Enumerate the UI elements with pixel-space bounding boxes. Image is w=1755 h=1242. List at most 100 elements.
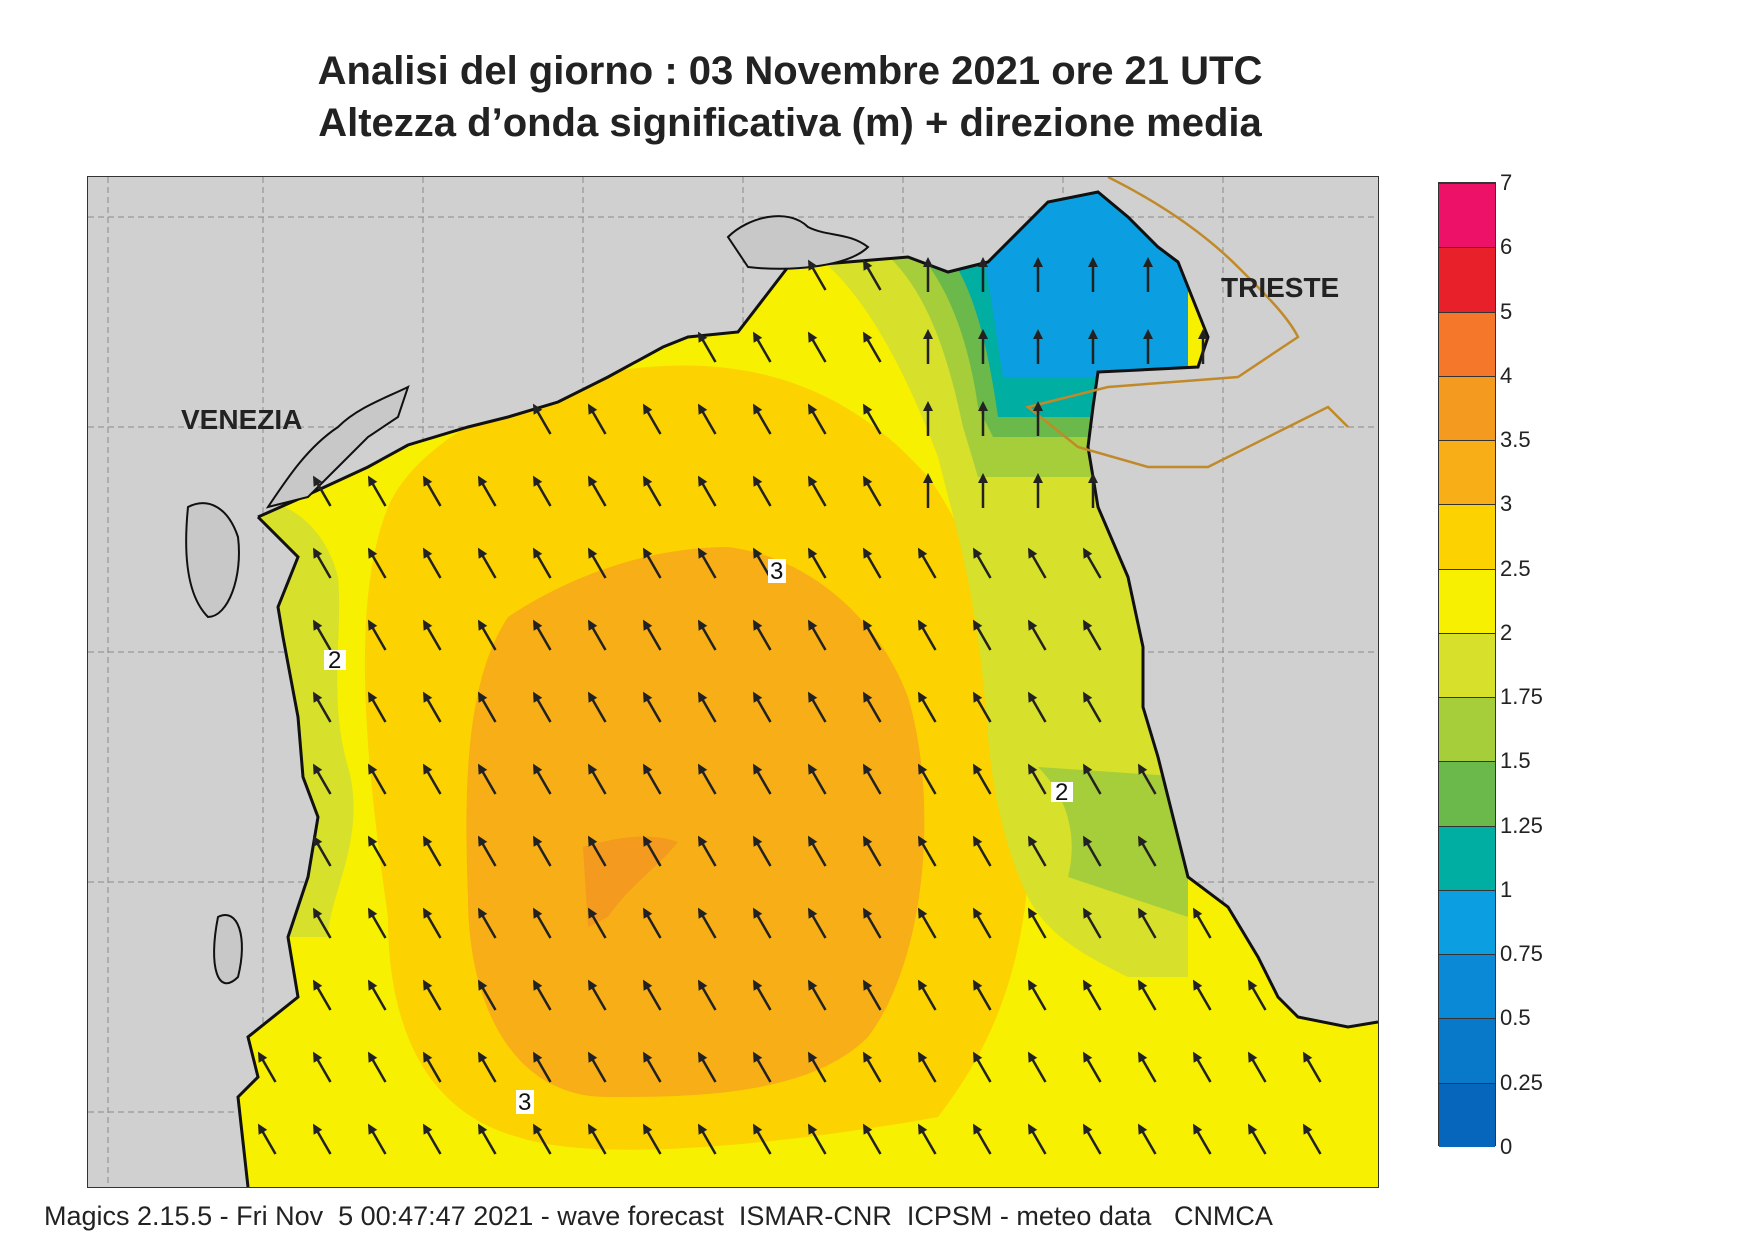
wave-arrow bbox=[972, 979, 992, 1011]
wave-arrow bbox=[257, 1123, 277, 1155]
wave-arrow bbox=[1028, 547, 1047, 579]
wave-arrow bbox=[1027, 691, 1047, 723]
wave-arrow bbox=[423, 547, 442, 579]
wave-height-map: VENEZIA TRIESTE 3 3 2 2 bbox=[87, 176, 1379, 1188]
wave-arrow bbox=[532, 763, 552, 795]
wave-arrow bbox=[752, 835, 772, 867]
wave-arrow bbox=[863, 403, 882, 435]
wave-arrow bbox=[697, 979, 717, 1011]
colorbar-segment bbox=[1439, 1082, 1495, 1147]
wave-arrow bbox=[752, 979, 772, 1011]
wave-arrow bbox=[588, 547, 607, 579]
wave-arrow bbox=[917, 691, 937, 723]
wave-arrow bbox=[862, 907, 882, 939]
wave-arrow bbox=[698, 331, 717, 363]
wave-arrow bbox=[312, 1123, 332, 1155]
svg-text:3: 3 bbox=[770, 558, 783, 585]
wave-arrow bbox=[752, 763, 772, 795]
wave-arrow bbox=[808, 619, 827, 651]
wave-arrow bbox=[422, 691, 442, 723]
wave-arrow bbox=[862, 259, 882, 291]
wave-arrow bbox=[588, 475, 607, 507]
wave-arrow bbox=[697, 1123, 717, 1155]
wave-arrow bbox=[1247, 1123, 1267, 1155]
wave-arrow bbox=[587, 835, 607, 867]
wave-arrow bbox=[917, 907, 937, 939]
wave-arrow bbox=[1137, 1123, 1157, 1155]
colorbar-tick-label: 0.5 bbox=[1500, 1005, 1531, 1031]
colorbar-tick-label: 2 bbox=[1500, 619, 1513, 645]
wave-arrow bbox=[697, 907, 717, 939]
colorbar-segment bbox=[1439, 183, 1495, 248]
wave-arrow bbox=[477, 835, 497, 867]
contour-label-north: 3 bbox=[768, 558, 786, 585]
wave-arrow bbox=[588, 403, 607, 435]
wave-arrow bbox=[807, 835, 827, 867]
wave-arrow bbox=[532, 979, 552, 1011]
wave-arrow bbox=[697, 691, 717, 723]
wave-arrow bbox=[1082, 907, 1102, 939]
wave-arrow bbox=[972, 1051, 992, 1083]
wave-arrow bbox=[642, 1123, 662, 1155]
wave-arrow bbox=[863, 619, 882, 651]
wave-arrow bbox=[752, 1123, 772, 1155]
wave-arrow bbox=[862, 763, 882, 795]
wave-arrow bbox=[477, 1123, 497, 1155]
wave-arrow bbox=[477, 763, 497, 795]
wave-arrow bbox=[807, 691, 827, 723]
colorbar-tick-label: 7 bbox=[1500, 170, 1513, 195]
coastline bbox=[236, 190, 1378, 1187]
wave-arrow bbox=[1027, 1123, 1047, 1155]
colorbar-tick-label: 0 bbox=[1500, 1134, 1513, 1159]
wave-arrow bbox=[477, 979, 497, 1011]
venezia-label: VENEZIA bbox=[181, 404, 302, 435]
footer-credit: Magics 2.15.5 - Fri Nov 5 00:47:47 2021 … bbox=[44, 1201, 1273, 1231]
colorbar-tick-label: 1 bbox=[1500, 876, 1513, 902]
wave-arrow bbox=[1082, 835, 1102, 867]
wave-arrow bbox=[752, 691, 772, 723]
wave-arrow bbox=[368, 547, 387, 579]
wave-arrow bbox=[367, 1123, 387, 1155]
colorbar-segment bbox=[1439, 632, 1495, 698]
colorbar-tick-label: 5 bbox=[1500, 298, 1513, 324]
wave-arrow bbox=[1247, 979, 1267, 1011]
wave-arrow bbox=[1302, 1051, 1322, 1083]
wave-arrow bbox=[807, 1123, 827, 1155]
wave-arrow bbox=[587, 907, 607, 939]
wave-arrow bbox=[312, 763, 332, 795]
contour-label-west: 2 bbox=[324, 647, 346, 674]
colorbar-tick-label: 0.75 bbox=[1500, 941, 1543, 967]
wave-arrow bbox=[642, 835, 662, 867]
border-line bbox=[1025, 177, 1349, 469]
wave-arrow bbox=[1082, 691, 1102, 723]
wave-arrow bbox=[1082, 763, 1102, 795]
wave-arrow bbox=[753, 475, 772, 507]
wave-arrow bbox=[698, 403, 717, 435]
wave-arrow bbox=[972, 763, 992, 795]
colorbar bbox=[1438, 182, 1496, 1147]
colorbar-tick-label: 1.75 bbox=[1500, 684, 1543, 710]
colorbar-segment bbox=[1439, 697, 1495, 762]
wave-arrow bbox=[422, 835, 442, 867]
wave-direction-arrows bbox=[257, 257, 1322, 1155]
colorbar-segment bbox=[1439, 761, 1495, 826]
colorbar-tick-label: 3.5 bbox=[1500, 427, 1531, 453]
wave-arrow bbox=[1302, 1123, 1322, 1155]
svg-text:2: 2 bbox=[1055, 779, 1068, 806]
wave-arrow bbox=[863, 331, 882, 363]
wave-arrow bbox=[478, 547, 497, 579]
wave-arrow bbox=[312, 907, 332, 939]
wave-arrow bbox=[698, 547, 717, 579]
wave-arrow bbox=[587, 979, 607, 1011]
lagoon-islands bbox=[185, 215, 870, 985]
colorbar-segment bbox=[1439, 440, 1495, 505]
wave-arrow bbox=[532, 1051, 552, 1083]
colorbar-tick-label: 3 bbox=[1500, 491, 1513, 517]
wave-arrow bbox=[1247, 1051, 1267, 1083]
wave-arrow bbox=[1192, 979, 1212, 1011]
contour-label-east: 2 bbox=[1051, 779, 1073, 806]
wave-arrow bbox=[697, 1051, 717, 1083]
wave-arrow bbox=[862, 1051, 882, 1083]
wave-arrow bbox=[918, 619, 937, 651]
wave-arrow bbox=[642, 1051, 662, 1083]
